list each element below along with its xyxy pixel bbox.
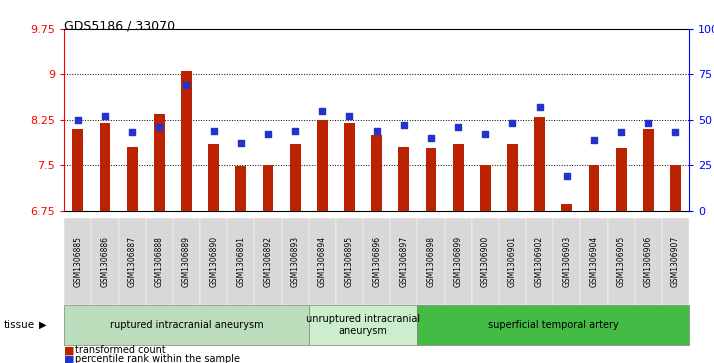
- Point: [426, 135, 437, 141]
- Bar: [426, 148, 436, 211]
- Point: [507, 121, 518, 126]
- Text: GSM1306901: GSM1306901: [508, 236, 517, 287]
- Bar: [263, 165, 273, 211]
- Bar: [670, 165, 681, 211]
- Text: GSM1306907: GSM1306907: [671, 236, 680, 287]
- Text: GSM1306890: GSM1306890: [209, 236, 218, 287]
- Bar: [99, 123, 111, 211]
- Text: GSM1306899: GSM1306899: [453, 236, 463, 287]
- Text: ▶: ▶: [39, 320, 47, 330]
- Text: tissue: tissue: [4, 320, 35, 330]
- Text: ruptured intracranial aneurysm: ruptured intracranial aneurysm: [110, 320, 263, 330]
- Text: GSM1306886: GSM1306886: [101, 236, 109, 287]
- Text: GSM1306893: GSM1306893: [291, 236, 300, 287]
- Bar: [290, 144, 301, 211]
- Point: [588, 137, 600, 143]
- Point: [235, 140, 246, 146]
- Point: [316, 108, 328, 114]
- Bar: [643, 129, 654, 211]
- Point: [99, 113, 111, 119]
- Text: GSM1306888: GSM1306888: [155, 236, 164, 287]
- Text: unruptured intracranial
aneurysm: unruptured intracranial aneurysm: [306, 314, 420, 336]
- Point: [371, 128, 383, 134]
- Text: GSM1306905: GSM1306905: [617, 236, 625, 287]
- Text: GSM1306896: GSM1306896: [372, 236, 381, 287]
- Point: [343, 113, 355, 119]
- Bar: [236, 166, 246, 211]
- Point: [126, 130, 138, 135]
- Point: [453, 124, 464, 130]
- Text: GSM1306900: GSM1306900: [481, 236, 490, 287]
- Bar: [344, 123, 355, 211]
- Text: GSM1306889: GSM1306889: [182, 236, 191, 287]
- Text: superficial temporal artery: superficial temporal artery: [488, 320, 618, 330]
- Text: GSM1306906: GSM1306906: [644, 236, 653, 287]
- Text: GSM1306887: GSM1306887: [128, 236, 136, 287]
- Bar: [72, 129, 84, 211]
- Point: [208, 128, 219, 134]
- Point: [289, 128, 301, 134]
- Text: GSM1306903: GSM1306903: [563, 236, 571, 287]
- Bar: [480, 165, 491, 211]
- Text: GSM1306892: GSM1306892: [263, 236, 273, 287]
- Text: GSM1306898: GSM1306898: [426, 236, 436, 287]
- Bar: [154, 114, 165, 211]
- Point: [615, 130, 627, 135]
- Bar: [181, 72, 192, 211]
- Text: GSM1306902: GSM1306902: [535, 236, 544, 287]
- Bar: [588, 165, 599, 211]
- Point: [643, 121, 654, 126]
- Text: transformed count: transformed count: [75, 345, 166, 355]
- Bar: [371, 135, 382, 211]
- Bar: [534, 117, 545, 211]
- Point: [398, 122, 410, 128]
- Point: [561, 173, 573, 179]
- Bar: [507, 144, 518, 211]
- Point: [181, 82, 192, 88]
- Bar: [317, 120, 328, 211]
- Text: ■: ■: [64, 345, 75, 355]
- Bar: [615, 148, 627, 211]
- Text: ■: ■: [64, 354, 75, 363]
- Text: GSM1306897: GSM1306897: [399, 236, 408, 287]
- Text: GSM1306891: GSM1306891: [236, 236, 246, 287]
- Point: [480, 131, 491, 137]
- Bar: [453, 144, 463, 211]
- Point: [262, 131, 273, 137]
- Text: GSM1306885: GSM1306885: [74, 236, 82, 287]
- Point: [670, 130, 681, 135]
- Point: [154, 124, 165, 130]
- Bar: [561, 204, 572, 211]
- Text: percentile rank within the sample: percentile rank within the sample: [75, 354, 240, 363]
- Bar: [398, 147, 409, 211]
- Text: GSM1306904: GSM1306904: [590, 236, 598, 287]
- Text: GSM1306895: GSM1306895: [345, 236, 354, 287]
- Bar: [208, 144, 219, 211]
- Text: GDS5186 / 33070: GDS5186 / 33070: [64, 20, 176, 33]
- Bar: [127, 147, 138, 211]
- Point: [534, 104, 545, 110]
- Text: GSM1306894: GSM1306894: [318, 236, 327, 287]
- Point: [72, 117, 84, 123]
